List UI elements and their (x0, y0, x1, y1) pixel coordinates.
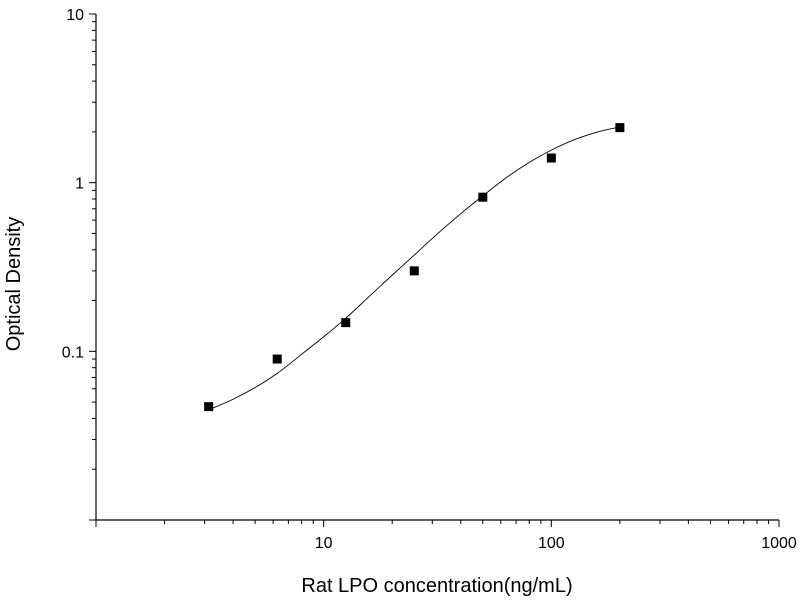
x-tick-label: 1000 (761, 535, 797, 552)
y-axis-title: Optical Density (3, 217, 25, 352)
data-point (341, 318, 351, 328)
ticks: 10 100 1000 0.1 1 10 (62, 7, 797, 552)
data-points (204, 123, 625, 412)
y-tick-label: 0.1 (62, 344, 84, 361)
data-point (615, 123, 625, 133)
data-point (478, 192, 488, 202)
fit-curve-layer (208, 126, 620, 411)
x-axis-title: Rat LPO concentration(ng/mL) (301, 575, 572, 597)
data-point (546, 153, 556, 163)
data-point (272, 354, 282, 364)
x-tick-label: 10 (315, 535, 333, 552)
y-tick-label: 10 (66, 7, 84, 24)
fit-curve (208, 126, 620, 411)
x-tick-label: 100 (538, 535, 565, 552)
data-point (204, 402, 214, 412)
axes (95, 14, 779, 521)
data-point (409, 266, 419, 276)
y-tick-label: 1 (75, 176, 84, 193)
